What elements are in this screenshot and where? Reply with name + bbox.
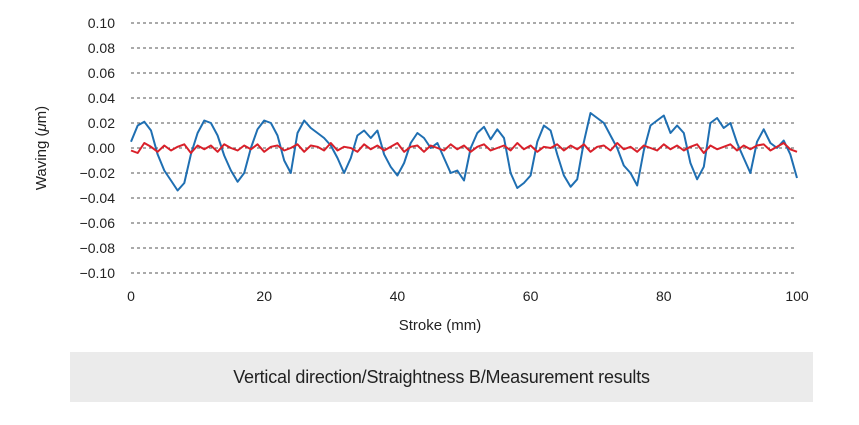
series-line-red — [130, 142, 798, 154]
series-line-blue — [130, 112, 798, 192]
y-tick-label: 0.00 — [88, 140, 115, 156]
y-tick-label: −0.06 — [80, 215, 116, 231]
y-axis-label-suffix: m) — [33, 106, 50, 124]
y-tick-labels: 0.10 0.08 0.06 0.04 0.02 0.00 −0.02 −0.04 −0.06 −… — [80, 15, 116, 281]
y-tick-label: 0.06 — [88, 65, 115, 81]
x-tick-label: 80 — [656, 288, 672, 304]
y-tick-label: −0.02 — [80, 165, 116, 181]
y-tick-label: 0.08 — [88, 40, 115, 56]
y-tick-label: −0.10 — [80, 265, 116, 281]
caption-text: Vertical direction/Straightness B/Measur… — [233, 366, 650, 387]
x-tick-label: 40 — [390, 288, 406, 304]
y-axis-label: Waving (μm) — [33, 106, 50, 190]
caption-box: Vertical direction/Straightness B/Measur… — [70, 352, 813, 402]
y-axis-label-prefix: Waving ( — [33, 132, 50, 191]
x-tick-label: 0 — [127, 288, 135, 304]
x-tick-label: 100 — [785, 288, 809, 304]
x-tick-label: 20 — [256, 288, 272, 304]
y-tick-label: 0.04 — [88, 90, 115, 106]
y-tick-label: −0.04 — [80, 190, 116, 206]
straightness-chart: 0.10 0.08 0.06 0.04 0.02 0.00 −0.02 −0.04 −0.06 −… — [33, 15, 809, 334]
y-tick-label: 0.10 — [88, 15, 115, 31]
x-axis-label: Stroke (mm) — [399, 317, 482, 334]
x-tick-label: 60 — [523, 288, 539, 304]
series-lines — [130, 112, 798, 192]
y-tick-label: 0.02 — [88, 115, 115, 131]
x-tick-labels: 0 20 40 60 80 100 — [127, 288, 809, 304]
y-axis-label-mu: μ — [33, 123, 50, 132]
y-tick-label: −0.08 — [80, 240, 116, 256]
